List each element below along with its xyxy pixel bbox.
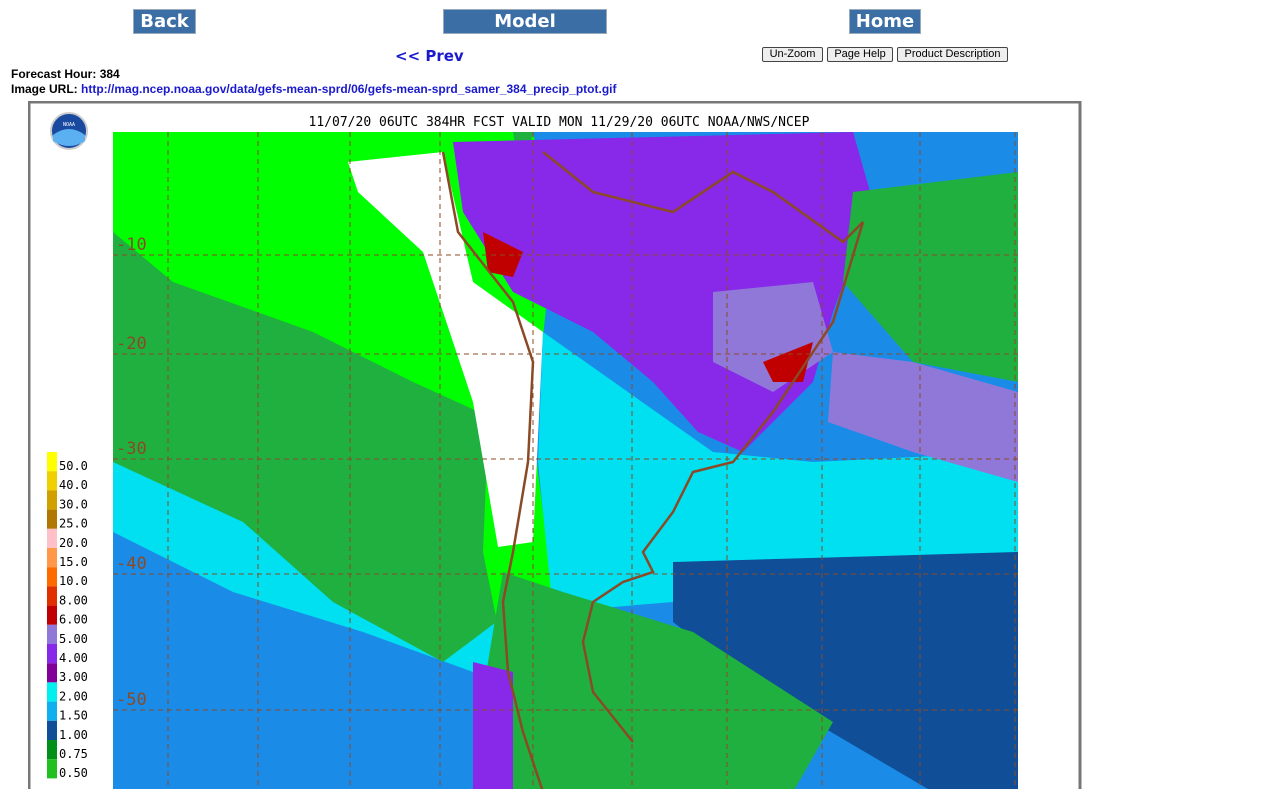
lat-label: -10 xyxy=(116,235,147,255)
legend-label: 25.0 xyxy=(59,517,88,531)
label: Image URL: xyxy=(11,82,78,96)
legend-swatch xyxy=(47,490,57,510)
legend-swatch xyxy=(47,740,57,760)
desert xyxy=(348,152,543,547)
coastline xyxy=(441,151,865,789)
legend: 50.0 40.0 30.0 25.0 20.0 15.0 10.0 8.00 6.00 5.00… xyxy=(47,452,88,780)
cyan-south xyxy=(538,332,1018,612)
model-guidance-button[interactable]: Model Guidance xyxy=(443,9,607,55)
legend-swatch xyxy=(47,548,57,568)
map-image: NOAA 11/07/20 06UTC 384HR FCST VALID MON… xyxy=(28,101,1082,789)
legend-label: 4.00 xyxy=(59,651,88,665)
purple-andes-south xyxy=(473,662,513,789)
legend-swatch xyxy=(47,528,57,548)
legend-swatch xyxy=(47,509,57,529)
logo-wave xyxy=(53,129,85,146)
legend-swatch xyxy=(47,759,57,779)
legend-label: 40.0 xyxy=(59,478,88,492)
legend-swatch xyxy=(47,605,57,625)
blue-south xyxy=(673,552,1018,789)
legend-swatch xyxy=(47,567,57,587)
legend-swatch xyxy=(47,471,57,491)
image-url: Image URL: http://mag.ncep.noaa.gov/data… xyxy=(11,82,617,96)
legend-swatch xyxy=(47,701,57,721)
legend-swatch xyxy=(47,644,57,664)
legend-label: 1.50 xyxy=(59,709,88,723)
graticule: -10 -20 -30 -40 -50 xyxy=(113,132,1018,789)
product-description-button[interactable]: Product Description xyxy=(897,47,1008,62)
back-button[interactable]: Back xyxy=(133,9,196,34)
legend-label: 3.00 xyxy=(59,670,88,684)
legend-label: 1.00 xyxy=(59,728,88,742)
legend-label: 0.75 xyxy=(59,747,88,761)
legend-label: 6.00 xyxy=(59,613,88,627)
legend-label: 0.50 xyxy=(59,766,88,780)
map-field xyxy=(113,132,1018,789)
url-link[interactable]: http://mag.ncep.noaa.gov/data/gefs-mean-… xyxy=(81,82,617,96)
legend-label: 8.00 xyxy=(59,593,88,607)
forecast-hour: Forecast Hour: 384 xyxy=(11,67,120,81)
legend-swatch xyxy=(47,452,57,472)
legend-label: 50.0 xyxy=(59,459,88,473)
legend-label: 20.0 xyxy=(59,536,88,550)
green-patagonia xyxy=(483,572,833,789)
legend-swatch xyxy=(47,586,57,606)
lat-label: -30 xyxy=(116,439,147,459)
logo-text: NOAA xyxy=(63,122,75,128)
legend-swatch xyxy=(47,682,57,702)
purple-atlantic xyxy=(828,352,1018,482)
green-atlantic xyxy=(843,172,1018,382)
page-help-button[interactable]: Page Help xyxy=(827,47,893,62)
unzoom-button[interactable]: Un-Zoom xyxy=(762,47,823,62)
legend-swatch xyxy=(47,624,57,644)
legend-label: 5.00 xyxy=(59,632,88,646)
legend-label: 2.00 xyxy=(59,689,88,703)
label: Forecast Hour: xyxy=(11,67,97,81)
value: 384 xyxy=(99,67,120,81)
legend-label: 10.0 xyxy=(59,574,88,588)
legend-swatch xyxy=(47,720,57,740)
legend-label: 15.0 xyxy=(59,555,88,569)
map-title: 11/07/20 06UTC 384HR FCST VALID MON 11/2… xyxy=(309,115,810,130)
legend-swatch xyxy=(47,663,57,683)
lat-label: -40 xyxy=(116,554,147,574)
lat-label: -50 xyxy=(116,690,147,710)
lat-label: -20 xyxy=(116,334,147,354)
prev-link[interactable]: << Prev xyxy=(395,47,464,65)
legend-label: 30.0 xyxy=(59,497,88,511)
home-button[interactable]: Home xyxy=(849,9,921,34)
